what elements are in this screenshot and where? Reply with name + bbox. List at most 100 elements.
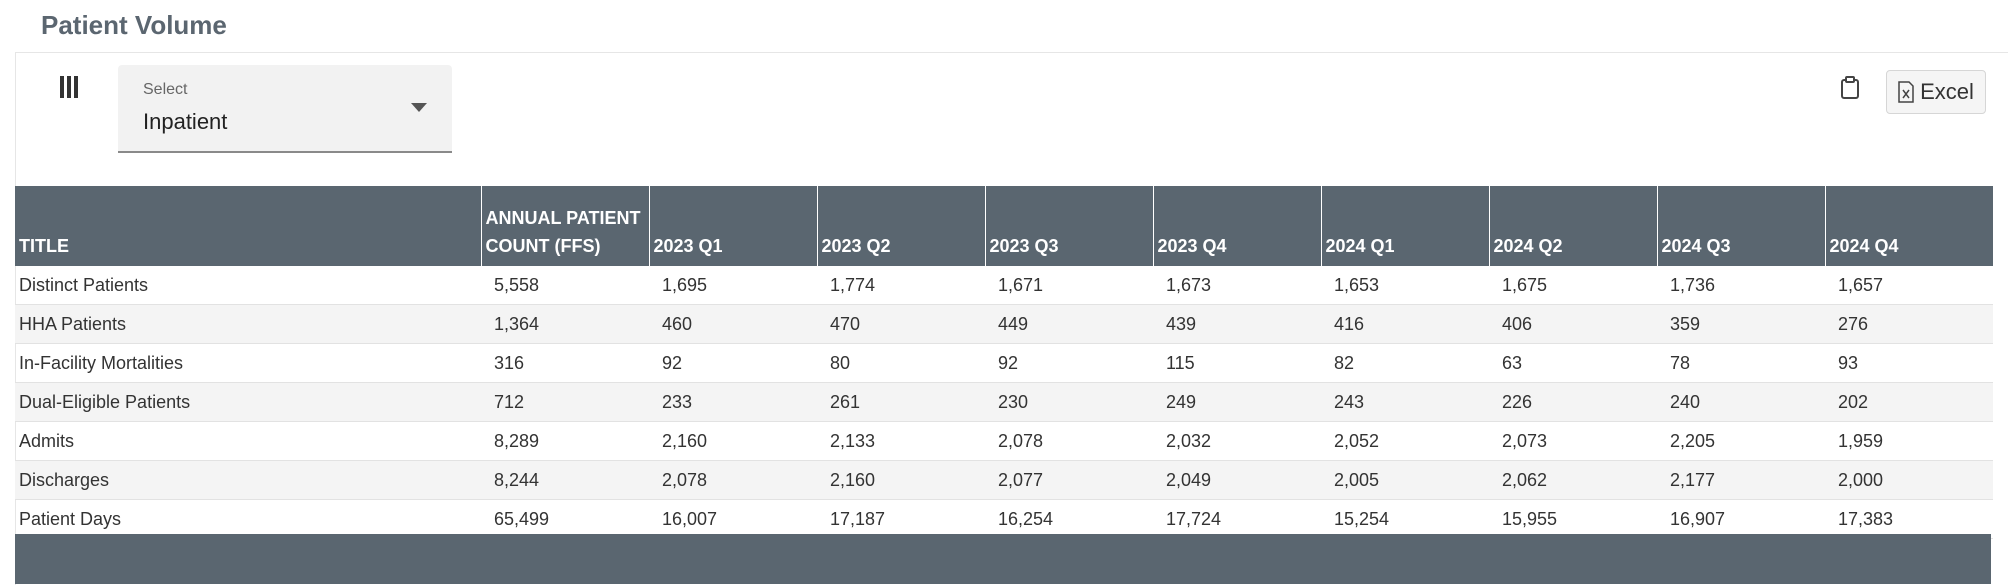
cell: 712 bbox=[481, 382, 649, 422]
column-header: 2023 Q2 bbox=[816, 186, 985, 266]
cell: 249 bbox=[1153, 382, 1321, 422]
cell: 233 bbox=[649, 382, 817, 422]
cell: 17,383 bbox=[1825, 499, 1993, 539]
cell: 17,187 bbox=[817, 499, 985, 539]
cell: 1,671 bbox=[985, 266, 1153, 305]
column-header: 2023 Q3 bbox=[984, 186, 1153, 266]
cell: 1,774 bbox=[817, 266, 985, 305]
cell: 240 bbox=[1657, 382, 1825, 422]
cell: 2,032 bbox=[1153, 421, 1321, 461]
cell: 261 bbox=[817, 382, 985, 422]
row-title: Dual-Eligible Patients bbox=[15, 382, 481, 422]
cell: 1,736 bbox=[1657, 266, 1825, 305]
cell: 78 bbox=[1657, 343, 1825, 383]
cell: 16,254 bbox=[985, 499, 1153, 539]
cell: 1,673 bbox=[1153, 266, 1321, 305]
table-row: Discharges 8,244 2,078 2,160 2,077 2,049 2,005… bbox=[15, 460, 1993, 500]
cell: 226 bbox=[1489, 382, 1657, 422]
cell: 316 bbox=[481, 343, 649, 383]
cell: 2,177 bbox=[1657, 460, 1825, 500]
cell: 2,005 bbox=[1321, 460, 1489, 500]
cell: 65,499 bbox=[481, 499, 649, 539]
cell: 2,078 bbox=[649, 460, 817, 500]
row-title: Patient Days bbox=[15, 499, 481, 539]
row-title: Admits bbox=[15, 421, 481, 461]
excel-icon bbox=[1898, 81, 1914, 103]
data-table: TITLE ANNUAL PATIENT COUNT (FFS) 2023 Q1 20… bbox=[15, 186, 1993, 539]
cell: 2,133 bbox=[817, 421, 985, 461]
dropdown-arrow bbox=[411, 103, 427, 112]
cell: 15,254 bbox=[1321, 499, 1489, 539]
cell: 2,052 bbox=[1321, 421, 1489, 461]
cell: 2,062 bbox=[1489, 460, 1657, 500]
cell: 1,364 bbox=[481, 304, 649, 344]
columns-button[interactable] bbox=[60, 76, 78, 100]
table-row: Patient Days 65,499 16,007 17,187 16,254 17,7… bbox=[15, 499, 1993, 539]
cell: 460 bbox=[649, 304, 817, 344]
cell: 8,244 bbox=[481, 460, 649, 500]
cell: 359 bbox=[1657, 304, 1825, 344]
cell: 17,724 bbox=[1153, 499, 1321, 539]
table-row: Admits 8,289 2,160 2,133 2,078 2,032 2,052 2,07… bbox=[15, 421, 1993, 461]
cell: 2,000 bbox=[1825, 460, 1993, 500]
cell: 276 bbox=[1825, 304, 1993, 344]
cell: 1,675 bbox=[1489, 266, 1657, 305]
cell: 1,695 bbox=[649, 266, 817, 305]
table-row: HHA Patients 1,364 460 470 449 439 416 406 359 27… bbox=[15, 304, 1993, 344]
cell: 243 bbox=[1321, 382, 1489, 422]
table-row: In-Facility Mortalities 316 92 80 92 115 82 63 7… bbox=[15, 343, 1993, 383]
table-row: Dual-Eligible Patients 712 233 261 230 249 243… bbox=[15, 382, 1993, 422]
column-header: 2024 Q2 bbox=[1488, 186, 1657, 266]
column-header: 2023 Q1 bbox=[648, 186, 817, 266]
cell: 15,955 bbox=[1489, 499, 1657, 539]
column-header: TITLE bbox=[15, 186, 481, 266]
cell: 80 bbox=[817, 343, 985, 383]
cell: 2,078 bbox=[985, 421, 1153, 461]
column-header: 2024 Q1 bbox=[1320, 186, 1489, 266]
cell: 230 bbox=[985, 382, 1153, 422]
cell: 2,073 bbox=[1489, 421, 1657, 461]
cell: 2,049 bbox=[1153, 460, 1321, 500]
cell: 2,160 bbox=[817, 460, 985, 500]
row-title: In-Facility Mortalities bbox=[15, 343, 481, 383]
header-row: TITLE ANNUAL PATIENT COUNT (FFS) 2023 Q1 20… bbox=[15, 186, 1993, 266]
cell: 115 bbox=[1153, 343, 1321, 383]
cell: 1,657 bbox=[1825, 266, 1993, 305]
table-footer bbox=[15, 534, 1991, 584]
cell: 93 bbox=[1825, 343, 1993, 383]
copy-button[interactable] bbox=[1840, 76, 1860, 100]
cell: 470 bbox=[817, 304, 985, 344]
cell: 406 bbox=[1489, 304, 1657, 344]
cell: 2,077 bbox=[985, 460, 1153, 500]
page-title: Patient Volume bbox=[41, 10, 227, 40]
cell: 82 bbox=[1321, 343, 1489, 383]
cell: 1,959 bbox=[1825, 421, 1993, 461]
cell: 1,653 bbox=[1321, 266, 1489, 305]
excel-button[interactable]: Excel bbox=[1886, 70, 1986, 114]
row-title: Discharges bbox=[15, 460, 481, 500]
cell: 8,289 bbox=[481, 421, 649, 461]
column-header: 2023 Q4 bbox=[1152, 186, 1321, 266]
column-header: 2024 Q4 bbox=[1824, 186, 1993, 266]
select[interactable]: Select Inpatient bbox=[118, 65, 452, 153]
cell: 202 bbox=[1825, 382, 1993, 422]
cell: 2,205 bbox=[1657, 421, 1825, 461]
cell: 92 bbox=[985, 343, 1153, 383]
select-label: Select bbox=[143, 81, 188, 98]
row-title: Distinct Patients bbox=[15, 266, 481, 305]
cell: 416 bbox=[1321, 304, 1489, 344]
cell: 16,907 bbox=[1657, 499, 1825, 539]
excel-label: Excel bbox=[1920, 79, 1974, 104]
row-title: HHA Patients bbox=[15, 304, 481, 344]
cell: 439 bbox=[1153, 304, 1321, 344]
cell: 5,558 bbox=[481, 266, 649, 305]
cell: 449 bbox=[985, 304, 1153, 344]
cell: 16,007 bbox=[649, 499, 817, 539]
cell: 2,160 bbox=[649, 421, 817, 461]
column-header: 2024 Q3 bbox=[1656, 186, 1825, 266]
select-value: Inpatient bbox=[143, 109, 228, 134]
cell: 63 bbox=[1489, 343, 1657, 383]
cell: 92 bbox=[649, 343, 817, 383]
column-header: ANNUAL PATIENT COUNT (FFS) bbox=[480, 186, 649, 266]
